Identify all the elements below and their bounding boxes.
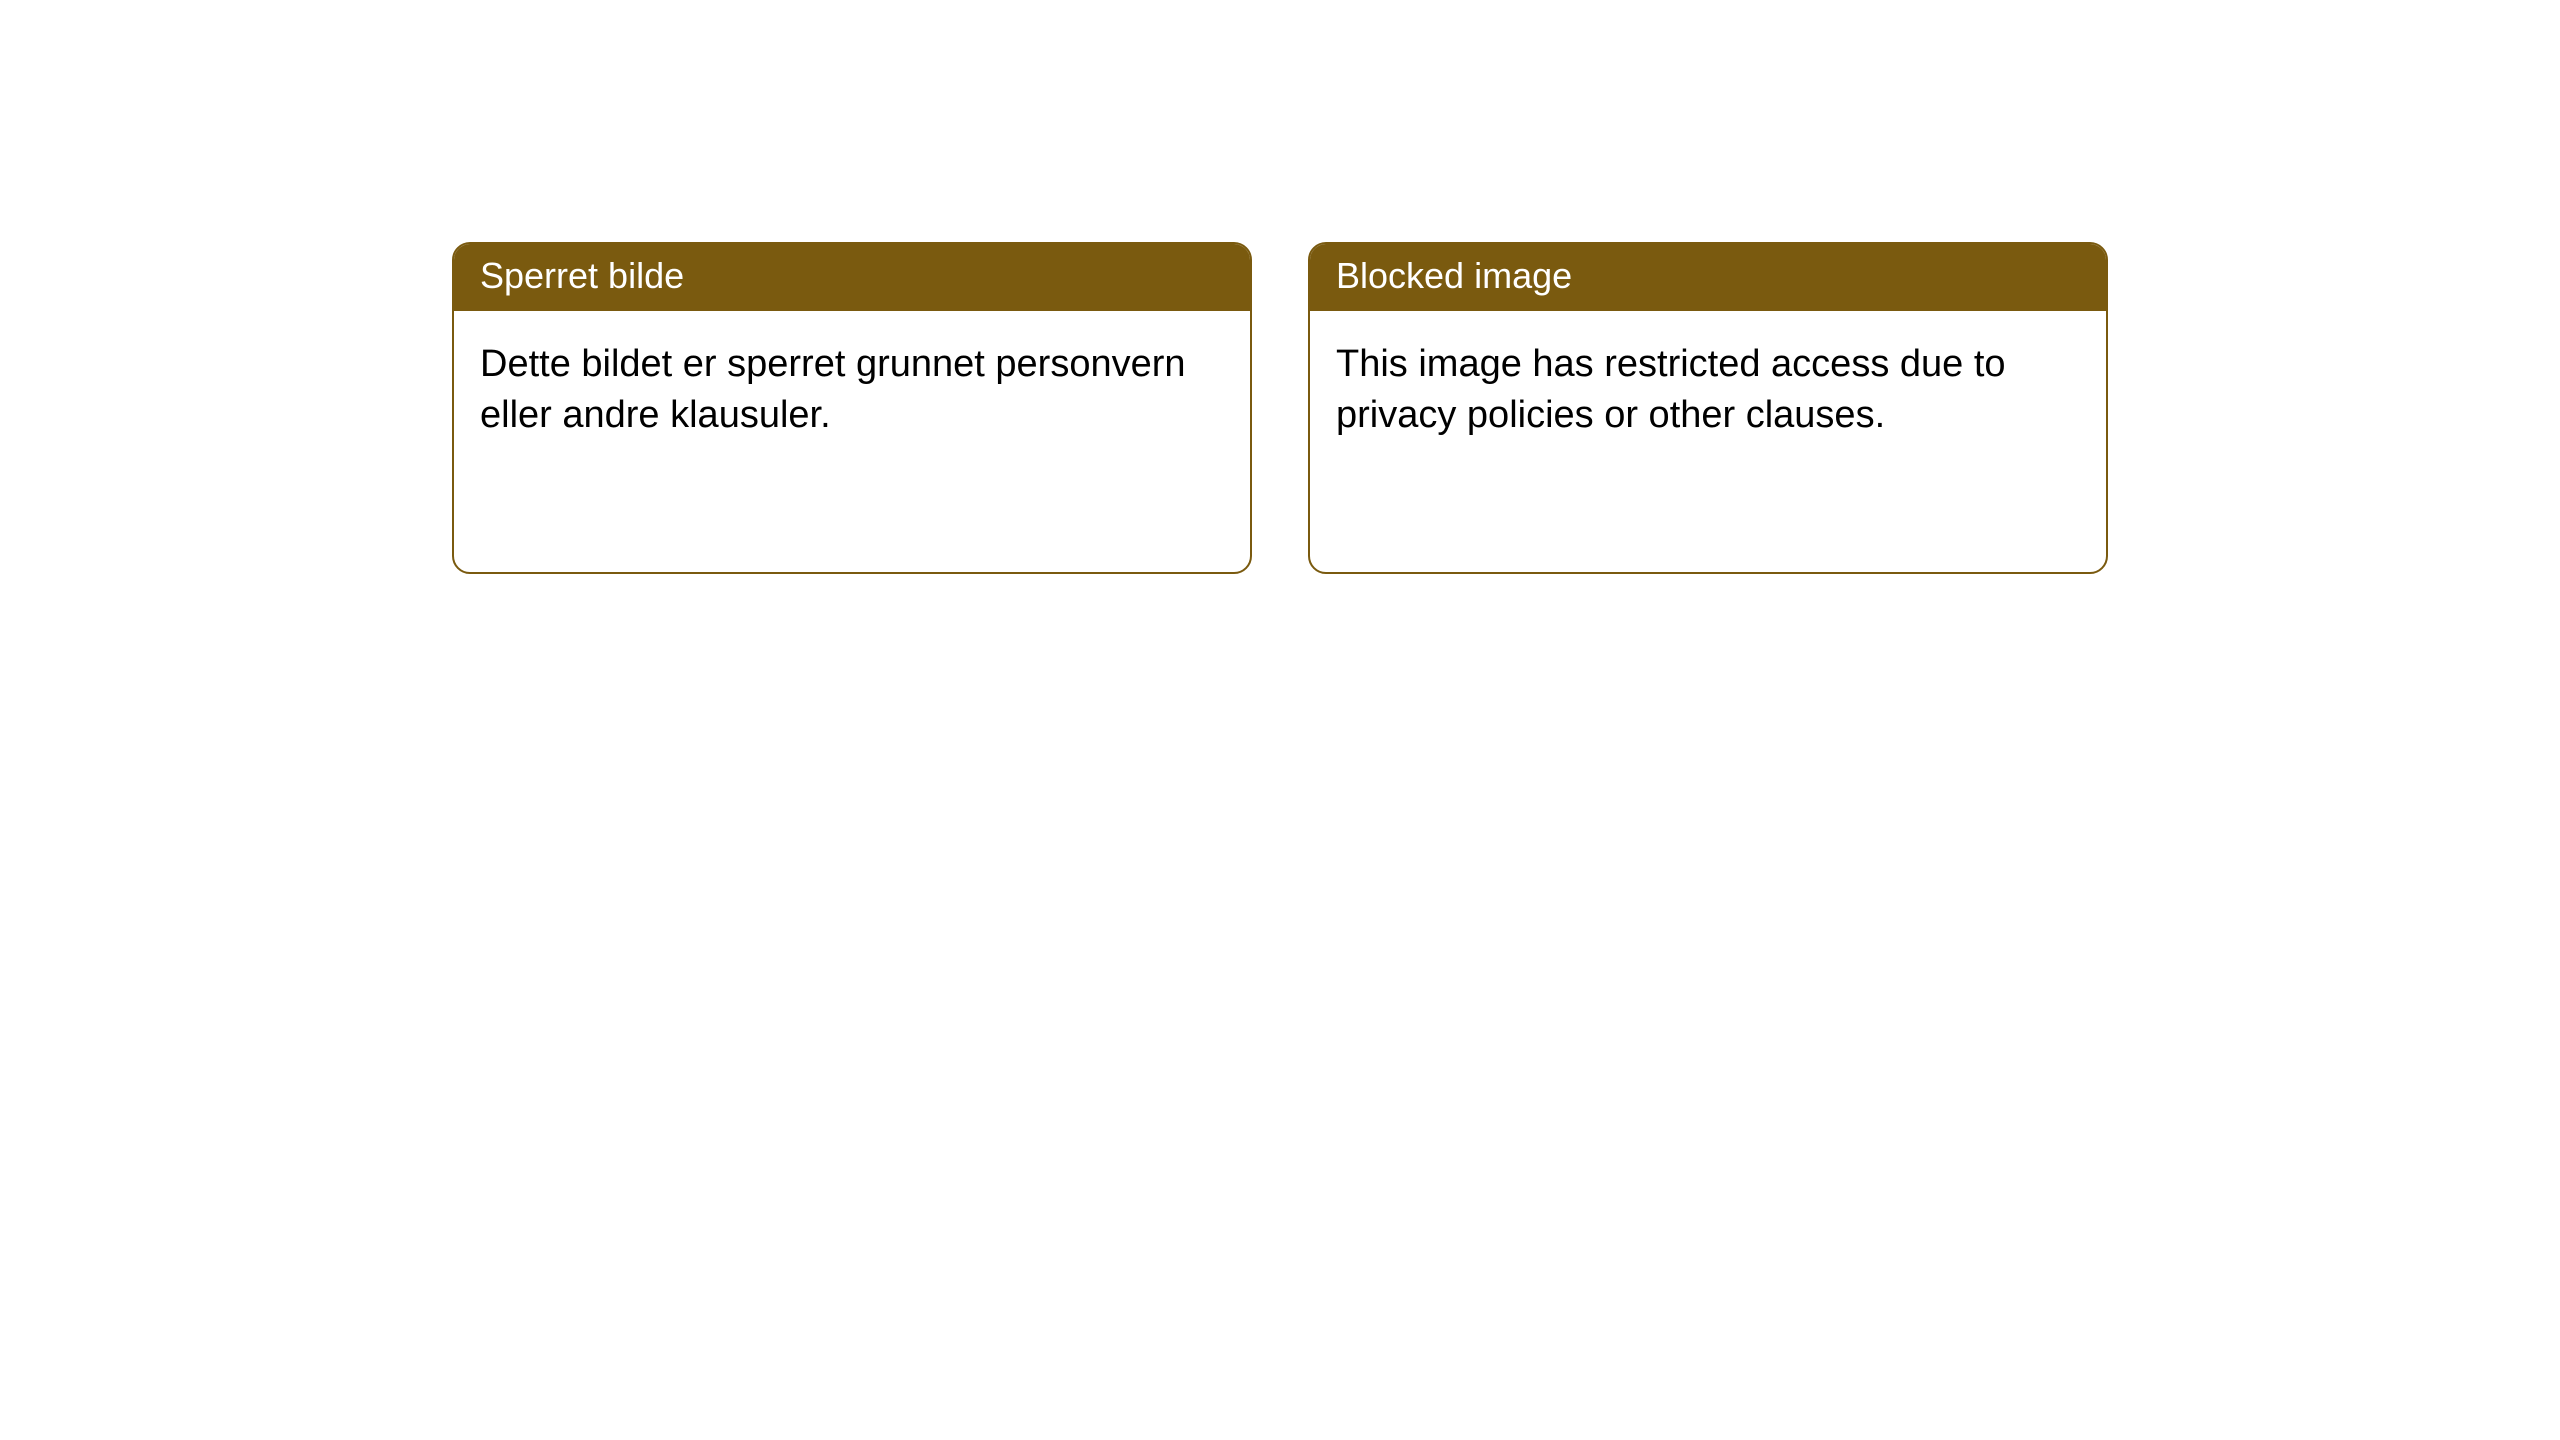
notice-panel-no: Sperret bilde Dette bildet er sperret gr… [452,242,1252,574]
notice-header-en: Blocked image [1310,244,2106,311]
notice-panel-en: Blocked image This image has restricted … [1308,242,2108,574]
notice-header-no: Sperret bilde [454,244,1250,311]
notice-body-en: This image has restricted access due to … [1310,311,2106,470]
notice-body-no: Dette bildet er sperret grunnet personve… [454,311,1250,470]
notice-panels-container: Sperret bilde Dette bildet er sperret gr… [452,242,2108,574]
